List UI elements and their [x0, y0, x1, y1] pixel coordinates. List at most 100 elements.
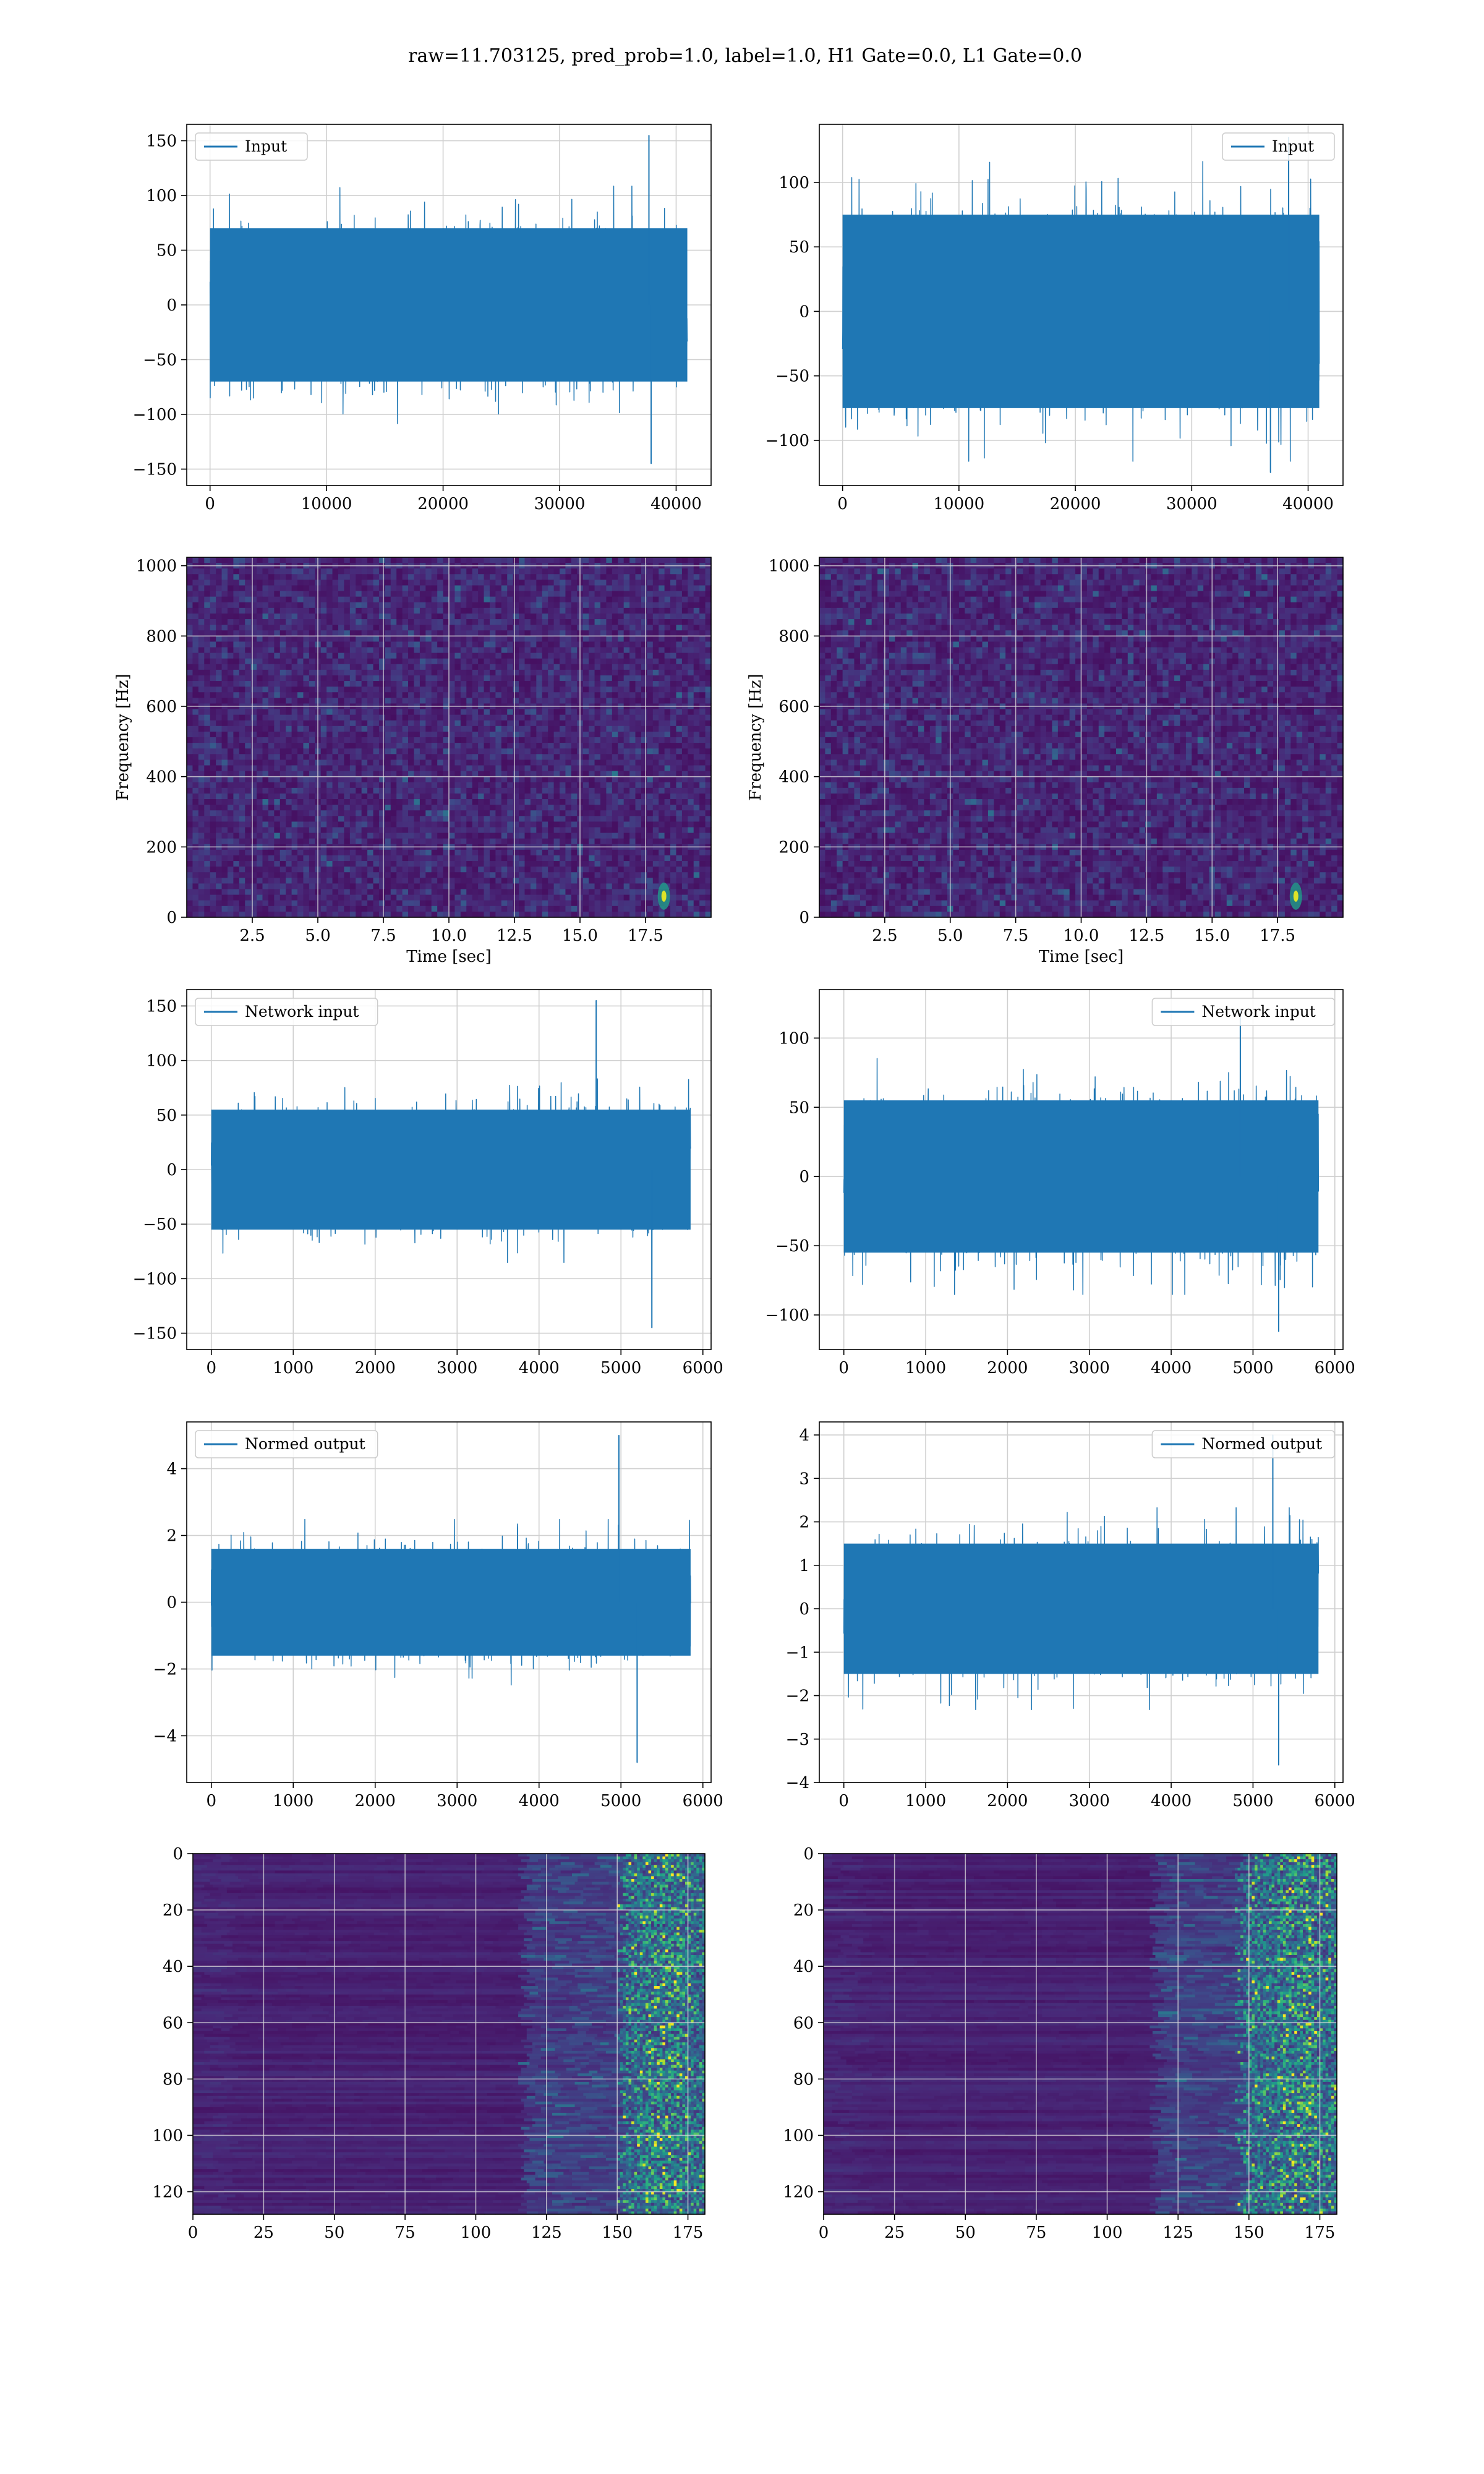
spectrogram-cell	[513, 585, 519, 591]
spectrogram-cell	[682, 557, 688, 563]
spectrogram-cell	[688, 557, 694, 563]
spectrogram-cell	[292, 743, 298, 749]
spectrogram-cell	[432, 754, 438, 760]
spectrogram-cell	[396, 692, 403, 698]
spectrogram-cell	[262, 777, 268, 783]
spectrogram-cell	[216, 568, 222, 575]
spectrogram-cell	[356, 839, 362, 845]
spectrogram-cell	[466, 619, 472, 625]
spectrogram-cell	[425, 788, 432, 794]
spectrogram-cell	[706, 648, 712, 654]
spectrogram-cell	[443, 670, 450, 676]
spectrogram-cell	[403, 580, 409, 586]
spectrogram-cell	[373, 659, 380, 665]
spectrogram-cell	[367, 715, 373, 721]
spectrogram-cell	[344, 771, 350, 777]
spectrogram-cell	[536, 850, 542, 856]
spectrogram-cell	[239, 821, 245, 828]
spectrogram-cell	[367, 821, 373, 828]
spectrogram-cell	[484, 580, 490, 586]
spectrogram-cell	[414, 619, 420, 625]
spectrogram-cell	[571, 675, 578, 682]
spectrogram-cell	[636, 585, 642, 591]
spectrogram-cell	[676, 833, 682, 839]
spectrogram-cell	[606, 839, 612, 845]
spectrogram-cell	[659, 810, 665, 816]
spectrogram-cell	[490, 698, 496, 704]
spectrogram-cell	[531, 748, 537, 755]
spectrogram-cell	[699, 585, 706, 591]
spectrogram-cell	[274, 737, 280, 743]
spectrogram-cell	[350, 681, 356, 687]
spectrogram-cell	[501, 788, 508, 794]
spectrogram-cell	[676, 557, 682, 563]
spectrogram-cell	[321, 681, 327, 687]
spectrogram-cell	[373, 754, 380, 760]
spectrogram-cell	[344, 855, 350, 862]
spectrogram-cell	[274, 641, 280, 648]
spectrogram-cell	[548, 648, 554, 654]
spectrogram-cell	[495, 782, 501, 789]
line-panel-r1c1: 0 10000 20000 30000 40000−150−100−5005010015…	[133, 124, 711, 513]
spectrogram-cell	[385, 614, 391, 620]
spectrogram-cell	[338, 794, 344, 800]
spectrogram-cell	[251, 636, 257, 642]
spectrogram-cell	[326, 670, 333, 676]
spectrogram-cell	[414, 653, 420, 659]
spectrogram-cell	[682, 692, 688, 698]
spectrogram-cell	[606, 675, 612, 682]
spectrogram-cell	[449, 574, 455, 580]
spectrogram-cell	[641, 737, 647, 743]
spectrogram-cell	[233, 737, 239, 743]
spectrogram-cell	[210, 721, 216, 727]
spectrogram-cell	[501, 664, 508, 670]
spectrogram-cell	[542, 675, 548, 682]
spectrogram-cell	[682, 765, 688, 771]
spectrogram-cell	[362, 664, 368, 670]
spectrogram-cell	[233, 777, 239, 783]
spectrogram-cell	[501, 721, 508, 727]
legend: Input	[195, 133, 307, 160]
spectrogram-cell	[216, 675, 222, 682]
spectrogram-cell	[432, 636, 438, 642]
spectrogram-cell	[636, 653, 642, 659]
spectrogram-cell	[565, 810, 571, 816]
spectrogram-cell	[694, 664, 700, 670]
spectrogram-cell	[403, 597, 409, 603]
spectrogram-cell	[519, 574, 525, 580]
spectrogram-cell	[344, 648, 350, 654]
spectrogram-cell	[210, 591, 216, 597]
spectrogram-cell	[210, 771, 216, 777]
spectrogram-cell	[303, 861, 309, 867]
spectrogram-cell	[472, 670, 479, 676]
spectrogram-cell	[239, 619, 245, 625]
spectrogram-cell	[251, 732, 257, 738]
spectrogram-cell	[204, 625, 210, 631]
spectrogram-cell	[187, 698, 193, 704]
spectrogram-cell	[210, 709, 216, 716]
spectrogram-cell	[326, 743, 333, 749]
spectrogram-cell	[647, 805, 653, 811]
spectrogram-cell	[595, 715, 601, 721]
spectrogram-cell	[647, 743, 653, 749]
spectrogram-cell	[595, 670, 601, 676]
spectrogram-cell	[624, 591, 630, 597]
spectrogram-cell	[251, 557, 257, 563]
spectrogram-cell	[513, 619, 519, 625]
spectrogram-cell	[688, 810, 694, 816]
spectrogram-cell	[222, 748, 228, 755]
spectrogram-cell	[571, 748, 578, 755]
spectrogram-cell	[233, 625, 239, 631]
spectrogram-cell	[647, 664, 653, 670]
spectrogram-cell	[356, 675, 362, 682]
spectrogram-cell	[682, 675, 688, 682]
spectrogram-cell	[262, 771, 268, 777]
spectrogram-cell	[670, 670, 676, 676]
spectrogram-cell	[641, 726, 647, 732]
spectrogram-cell	[670, 782, 676, 789]
spectrogram-cell	[187, 602, 193, 609]
spectrogram-cell	[519, 659, 525, 665]
spectrogram-cell	[344, 765, 350, 771]
spectrogram-cell	[432, 709, 438, 716]
spectrogram-cell	[425, 602, 432, 609]
